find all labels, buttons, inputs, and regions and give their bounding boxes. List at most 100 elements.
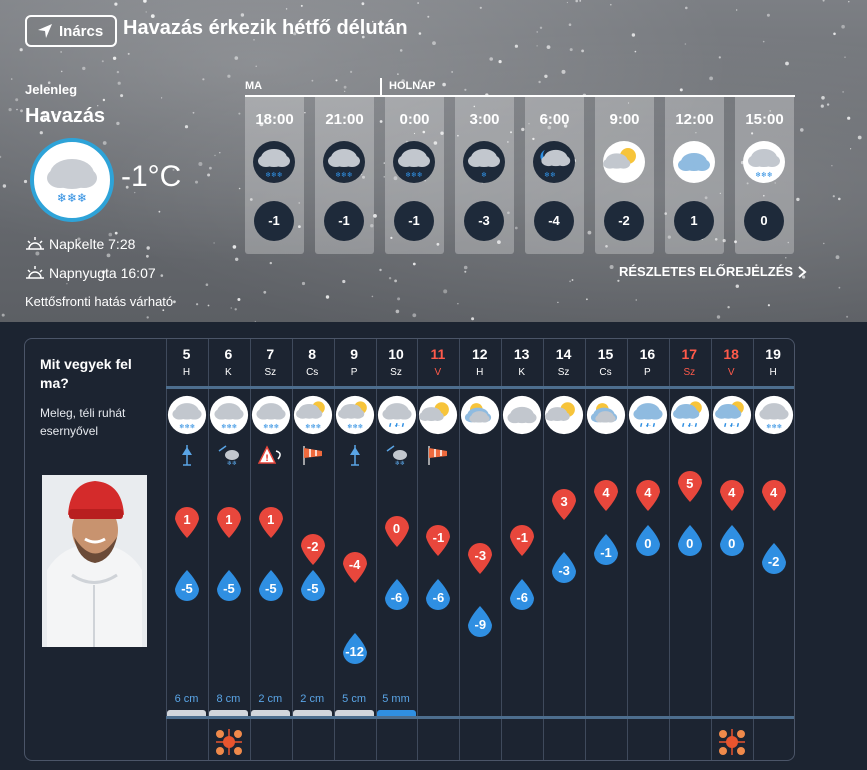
precipitation-amount: 8 cm bbox=[216, 693, 241, 705]
windsock-icon bbox=[300, 443, 326, 467]
min-temperature-drop: -3 bbox=[551, 551, 577, 585]
current-temperature: -1°C bbox=[121, 160, 182, 193]
hourly-card[interactable]: 12:00 1 bbox=[665, 97, 724, 254]
hour-time: 18:00 bbox=[255, 111, 294, 128]
hero-section: Inárcs Havazás érkezik hétfő délután Jel… bbox=[0, 0, 867, 322]
svg-text:❄❄❄: ❄❄❄ bbox=[221, 424, 237, 431]
hour-temperature: 1 bbox=[674, 201, 714, 241]
weekday-label: Sz bbox=[264, 367, 277, 378]
rain-cloud-icon: ᐧᐧᐧ bbox=[377, 395, 417, 435]
svg-text:❄❄❄: ❄❄❄ bbox=[305, 424, 321, 431]
max-temperature-pin: -1 bbox=[425, 523, 451, 557]
day-column[interactable]: 15 Cs 4 -1 bbox=[585, 339, 626, 760]
day-column[interactable]: 5 H ❄❄❄ 1 -5 6 cm bbox=[166, 339, 207, 760]
min-temperature: -6 bbox=[432, 590, 445, 605]
hourly-card[interactable]: 18:00 ❄❄❄ -1 bbox=[245, 97, 304, 254]
max-temperature-pin: 3 bbox=[551, 487, 577, 521]
precipitation-amount: 6 cm bbox=[174, 693, 199, 705]
hour-temperature: -2 bbox=[604, 201, 644, 241]
min-temperature: 0 bbox=[728, 536, 736, 551]
max-temperature-pin: -4 bbox=[342, 550, 368, 584]
hourly-card[interactable]: 3:00 ❄ -3 bbox=[455, 97, 514, 254]
max-temperature: 4 bbox=[769, 485, 778, 500]
column-divider bbox=[375, 339, 377, 760]
hourly-card[interactable]: 0:00 ❄❄❄ -1 bbox=[385, 97, 444, 254]
day-column[interactable]: 8 Cs ❄❄❄ -2 -5 2 cm bbox=[292, 339, 333, 760]
hour-temperature: -1 bbox=[254, 201, 294, 241]
min-temperature: -9 bbox=[474, 617, 487, 632]
snow-cloud-icon: ❄❄❄ bbox=[392, 140, 436, 184]
sun-snow-cloud-icon: ❄❄❄ bbox=[335, 395, 375, 435]
detailed-forecast-link[interactable]: RÉSZLETES ELŐREJELZÉS bbox=[619, 264, 807, 279]
weekday-label: P bbox=[644, 367, 651, 378]
svg-text:❄❄❄: ❄❄❄ bbox=[766, 424, 782, 431]
column-divider bbox=[459, 339, 461, 760]
column-divider bbox=[207, 339, 209, 760]
hour-time: 3:00 bbox=[469, 111, 500, 128]
night-snow-cloud-icon: ❄❄ bbox=[532, 140, 576, 184]
min-temperature: -3 bbox=[558, 563, 570, 578]
location-button[interactable]: Inárcs bbox=[25, 15, 118, 47]
day-column[interactable]: 18 V ᐧᐧᐧ 4 0 bbox=[711, 339, 752, 760]
hourly-card[interactable]: 6:00 ❄❄ -4 bbox=[525, 97, 584, 254]
svg-text:❄❄❄: ❄❄❄ bbox=[347, 424, 363, 431]
sunrise-text: Napkelte 7:28 bbox=[49, 236, 136, 252]
day-column[interactable]: 19 H ❄❄❄ 4 -2 bbox=[753, 339, 794, 760]
column-divider bbox=[752, 339, 754, 760]
windsock-icon bbox=[425, 443, 451, 467]
day-column[interactable]: 17 Sz ᐧᐧᐧ 5 0 bbox=[669, 339, 710, 760]
day-column[interactable]: 7 Sz ❄❄❄! 1 -5 2 cm bbox=[250, 339, 291, 760]
min-temperature-drop: -5 bbox=[258, 569, 284, 603]
max-temperature: -1 bbox=[432, 530, 445, 545]
day-column[interactable]: 6 K ❄❄❄ ❄❄ 1 -5 8 cm bbox=[208, 339, 249, 760]
min-temperature: -5 bbox=[306, 581, 319, 596]
wind-snow-icon: ❄❄ bbox=[384, 443, 410, 467]
hour-time: 15:00 bbox=[745, 111, 784, 128]
hourly-card[interactable]: 21:00 ❄❄❄ -1 bbox=[315, 97, 374, 254]
snow-cloud-icon: ❄❄❄ bbox=[209, 395, 249, 435]
min-temperature-drop: -12 bbox=[342, 632, 368, 666]
min-temperature: -6 bbox=[390, 590, 403, 605]
sun-snow-cloud-icon: ❄❄❄ bbox=[293, 395, 333, 435]
max-temperature-pin: -2 bbox=[300, 532, 326, 566]
sun-cloud-icon bbox=[418, 395, 458, 435]
hourly-card[interactable]: 15:00 ❄❄❄ 0 bbox=[735, 97, 794, 254]
precip-divider bbox=[166, 716, 794, 719]
max-temperature-pin: 4 bbox=[761, 478, 787, 512]
column-divider bbox=[501, 339, 503, 760]
day-column[interactable]: 16 P ᐧᐧᐧ 4 0 bbox=[627, 339, 668, 760]
max-temperature: -1 bbox=[516, 530, 528, 545]
svg-text:❄: ❄ bbox=[481, 171, 487, 179]
location-label: Inárcs bbox=[59, 22, 104, 40]
min-temperature-drop: -6 bbox=[425, 578, 451, 612]
day-number: 6 bbox=[224, 346, 233, 362]
min-temperature: -5 bbox=[181, 581, 193, 596]
precipitation-bar bbox=[376, 710, 416, 716]
precipitation-bar bbox=[167, 710, 206, 716]
current-condition: Havazás bbox=[25, 105, 106, 127]
min-temperature: -5 bbox=[265, 581, 277, 596]
max-temperature: 4 bbox=[644, 485, 652, 500]
min-temperature-drop: -2 bbox=[761, 542, 787, 576]
precipitation-amount: 2 cm bbox=[258, 693, 283, 705]
day-column[interactable]: 11 V -1 -6 bbox=[417, 339, 458, 760]
day-column[interactable]: 9 P ❄❄❄ -4 -12 5 cm bbox=[334, 339, 375, 760]
min-temperature: 0 bbox=[686, 536, 694, 551]
column-divider bbox=[668, 339, 670, 760]
day-column[interactable]: 13 K -1 -6 bbox=[501, 339, 542, 760]
hour-temperature: -4 bbox=[534, 201, 574, 241]
day-column[interactable]: 10 Sz ᐧᐧᐧ ❄❄ 0 -6 5 mm bbox=[376, 339, 417, 760]
min-temperature: -1 bbox=[600, 545, 612, 560]
day-column[interactable]: 14 Sz 3 -3 bbox=[543, 339, 584, 760]
svg-text:❄❄❄: ❄❄❄ bbox=[755, 171, 773, 179]
day-number: 14 bbox=[555, 346, 572, 362]
headline[interactable]: Havazás érkezik hétfő délután bbox=[123, 17, 408, 39]
min-temperature: 0 bbox=[644, 536, 652, 551]
cloud-icon bbox=[672, 140, 716, 184]
max-temperature-pin: 0 bbox=[384, 514, 410, 548]
day-number: 15 bbox=[597, 346, 614, 362]
max-temperature-pin: 5 bbox=[677, 469, 703, 503]
day-column[interactable]: 12 H -3 -9 bbox=[459, 339, 500, 760]
hourly-card[interactable]: 9:00 -2 bbox=[595, 97, 654, 254]
min-temperature-drop: -1 bbox=[593, 533, 619, 567]
